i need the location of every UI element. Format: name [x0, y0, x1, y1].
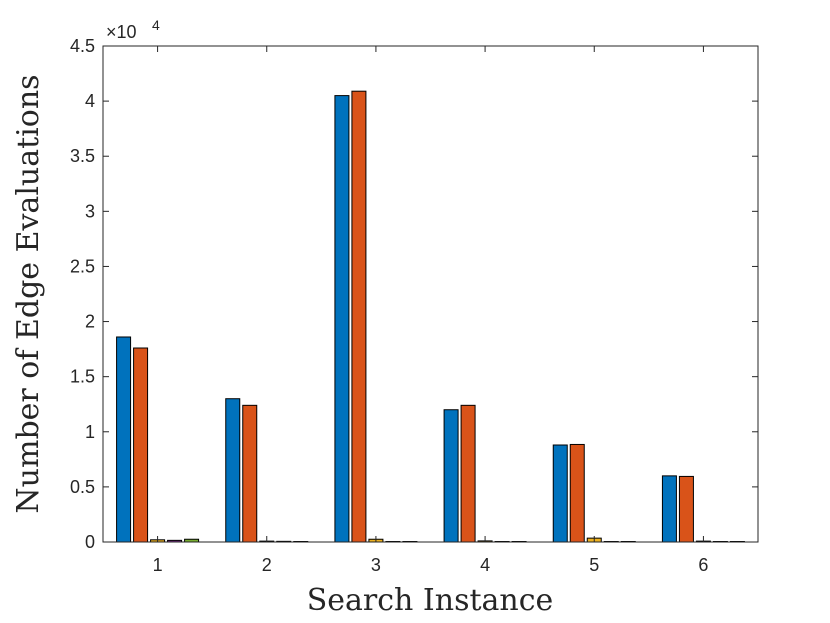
bar-series1-cat1: [116, 336, 132, 543]
y-tick-label: 1.5: [70, 367, 95, 387]
y-axis-title: Number of Edge Evaluations: [11, 74, 46, 513]
x-tick-label: 6: [698, 555, 708, 575]
y-tick-label: 3: [85, 201, 95, 221]
x-axis-title: Search Instance: [307, 583, 554, 618]
bar-series1-cat3: [334, 95, 350, 543]
bar-series2-cat4: [460, 404, 476, 543]
y-tick-label: 2.5: [70, 256, 95, 276]
bar-series2-cat2: [242, 404, 258, 543]
bars-layer: [116, 90, 745, 543]
bar-series1-cat4: [443, 409, 459, 543]
axes-layer: [102, 45, 759, 543]
ticks-layer: 0 0.5 1 1.5 2 2.5 3 3.5 4 4.5 1 2 3 4 5 6: [70, 36, 758, 575]
y-tick-label: 2: [85, 312, 95, 332]
bar-series1-cat5: [552, 444, 568, 543]
x-tick-label: 3: [371, 555, 381, 575]
x-tick-label: 1: [153, 555, 163, 575]
bar-series2-cat1: [133, 347, 149, 543]
bar-series1-cat2: [225, 398, 241, 543]
x-tick-label: 2: [262, 555, 272, 575]
x-tick-label: 5: [589, 555, 599, 575]
y-multiplier-exponent: 4: [152, 17, 160, 33]
y-tick-label: 0.5: [70, 477, 95, 497]
y-tick-label: 1: [85, 422, 95, 442]
bar-series2-cat3: [351, 90, 367, 543]
bar-series1-cat6: [661, 475, 677, 543]
y-tick-label: 4.5: [70, 36, 95, 56]
y-multiplier-base: ×10: [106, 22, 137, 42]
bar-series2-cat5: [569, 443, 585, 543]
x-tick-label: 4: [480, 555, 490, 575]
y-tick-label: 3.5: [70, 146, 95, 166]
bar-series2-cat6: [678, 475, 694, 543]
y-tick-label: 0: [85, 532, 95, 552]
axes-box: [102, 45, 759, 543]
y-tick-label: 4: [85, 91, 95, 111]
plot-area: [103, 46, 758, 542]
